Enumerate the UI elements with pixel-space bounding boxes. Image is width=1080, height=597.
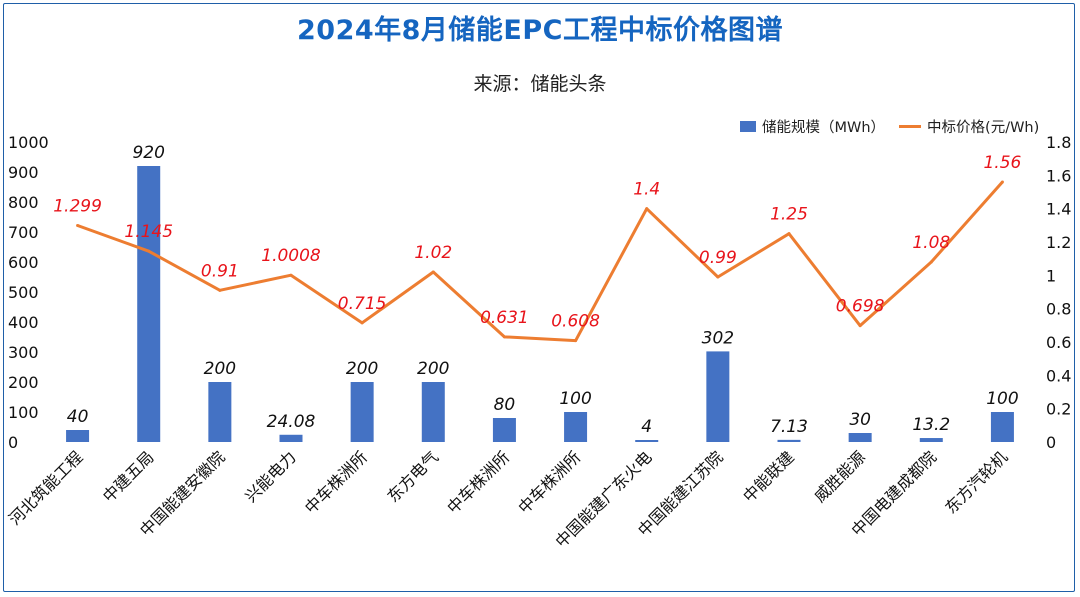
price-data-label: 1.0008	[261, 246, 321, 266]
bar-data-label: 40	[67, 407, 89, 427]
right-axis-tick: 0.8	[1046, 300, 1071, 319]
price-data-label: 1.08	[912, 233, 950, 253]
bar	[66, 430, 90, 442]
bar-data-label: 920	[132, 143, 164, 163]
price-point	[858, 324, 862, 328]
bar-data-label: 24.08	[267, 412, 316, 432]
price-point	[929, 260, 933, 264]
bar-data-label: 7.13	[770, 417, 808, 437]
price-point	[1000, 180, 1004, 184]
chart-legend: 储能规模（MWh） 中标价格(元/Wh)	[740, 116, 1039, 137]
legend-bar-label: 储能规模（MWh）	[762, 120, 886, 136]
right-axis-tick: 1.8	[1046, 133, 1071, 152]
price-line	[77, 181, 1004, 343]
left-axis-tick: 200	[8, 373, 39, 392]
left-axis-tick: 1000	[8, 133, 49, 152]
price-data-label: 0.715	[338, 294, 387, 314]
price-point	[289, 273, 293, 277]
bar	[350, 382, 374, 442]
bar	[279, 434, 303, 442]
legend-line-swatch	[899, 125, 922, 128]
bar	[421, 382, 445, 442]
bar	[919, 438, 943, 442]
price-point	[716, 275, 720, 279]
bar	[492, 418, 516, 442]
price-data-label: 0.698	[836, 297, 885, 317]
price-point	[645, 207, 649, 211]
bar-data-label: 200	[417, 359, 449, 379]
bar	[208, 382, 232, 442]
left-axis-tick: 0	[8, 433, 18, 452]
chart-subtitle: 来源：储能头条	[473, 73, 607, 95]
bar-data-label: 100	[559, 389, 591, 409]
bar	[137, 166, 161, 442]
price-data-label: 0.631	[480, 308, 529, 328]
left-axis-tick: 800	[8, 193, 39, 212]
left-axis-tick: 500	[8, 283, 39, 302]
price-data-label: 0.99	[699, 248, 737, 268]
bar	[990, 412, 1014, 442]
category-label: 河北筑能工程	[5, 447, 86, 528]
right-axis-tick: 1.6	[1046, 166, 1071, 185]
legend-line-label: 中标价格(元/Wh)	[927, 120, 1040, 136]
right-axis-tick: 0.4	[1046, 366, 1071, 385]
price-point	[360, 321, 364, 325]
right-axis-tick: 1.4	[1046, 200, 1071, 219]
bar-data-label: 200	[204, 359, 236, 379]
bar	[777, 439, 801, 442]
left-axis-tick: 400	[8, 313, 39, 332]
left-axis-tick: 600	[8, 253, 39, 272]
price-point	[76, 224, 80, 227]
category-label: 东方电气	[383, 447, 442, 506]
category-label: 中能联建	[739, 447, 798, 506]
price-point	[431, 270, 435, 274]
category-label: 威胜能源	[810, 447, 869, 506]
right-axis-tick: 0	[1046, 433, 1056, 452]
legend-bar-swatch	[740, 121, 756, 132]
bar	[848, 433, 872, 442]
right-axis-tick: 1	[1046, 266, 1056, 285]
bar	[635, 440, 659, 442]
left-axis-tick: 300	[8, 343, 39, 362]
category-label: 中车株洲所	[514, 447, 584, 517]
price-data-label: 1.56	[983, 153, 1021, 173]
price-data-label: 1.25	[770, 205, 808, 225]
chart-title: 2024年8月储能EPC工程中标价格图谱	[297, 15, 783, 46]
bar-data-label: 13.2	[912, 415, 950, 435]
category-label: 中车株洲所	[301, 447, 371, 517]
price-point	[787, 232, 791, 236]
category-label: 东方汽轮机	[941, 447, 1011, 517]
chart-frame	[3, 3, 1075, 592]
category-label: 兴能电力	[241, 447, 300, 506]
bar	[706, 351, 730, 442]
price-point	[147, 249, 151, 253]
right-axis-tick: 0.2	[1046, 400, 1071, 419]
bar-data-label: 4	[641, 417, 652, 437]
bar-data-label: 100	[986, 389, 1018, 409]
right-axis-tick: 0.6	[1046, 333, 1071, 352]
price-point	[574, 339, 578, 343]
price-point	[502, 335, 506, 339]
price-data-label: 1.299	[53, 197, 102, 217]
bar-data-label: 302	[702, 328, 734, 348]
price-point	[218, 288, 222, 292]
bar-data-label: 80	[494, 395, 516, 415]
bar	[564, 412, 588, 442]
price-data-label: 1.02	[414, 243, 452, 263]
bar-data-label: 200	[346, 359, 378, 379]
price-data-label: 1.4	[633, 180, 660, 200]
bar-data-label: 30	[849, 410, 871, 430]
price-data-label: 0.91	[201, 261, 239, 281]
price-data-label: 0.608	[551, 312, 600, 332]
category-label: 中车株洲所	[443, 447, 513, 517]
category-label: 中建五局	[99, 447, 158, 506]
right-axis-tick: 1.2	[1046, 233, 1071, 252]
left-axis-tick: 700	[8, 223, 39, 242]
left-axis-tick: 900	[8, 163, 39, 182]
left-axis-tick: 100	[8, 403, 39, 422]
price-data-label: 1.145	[124, 222, 173, 242]
